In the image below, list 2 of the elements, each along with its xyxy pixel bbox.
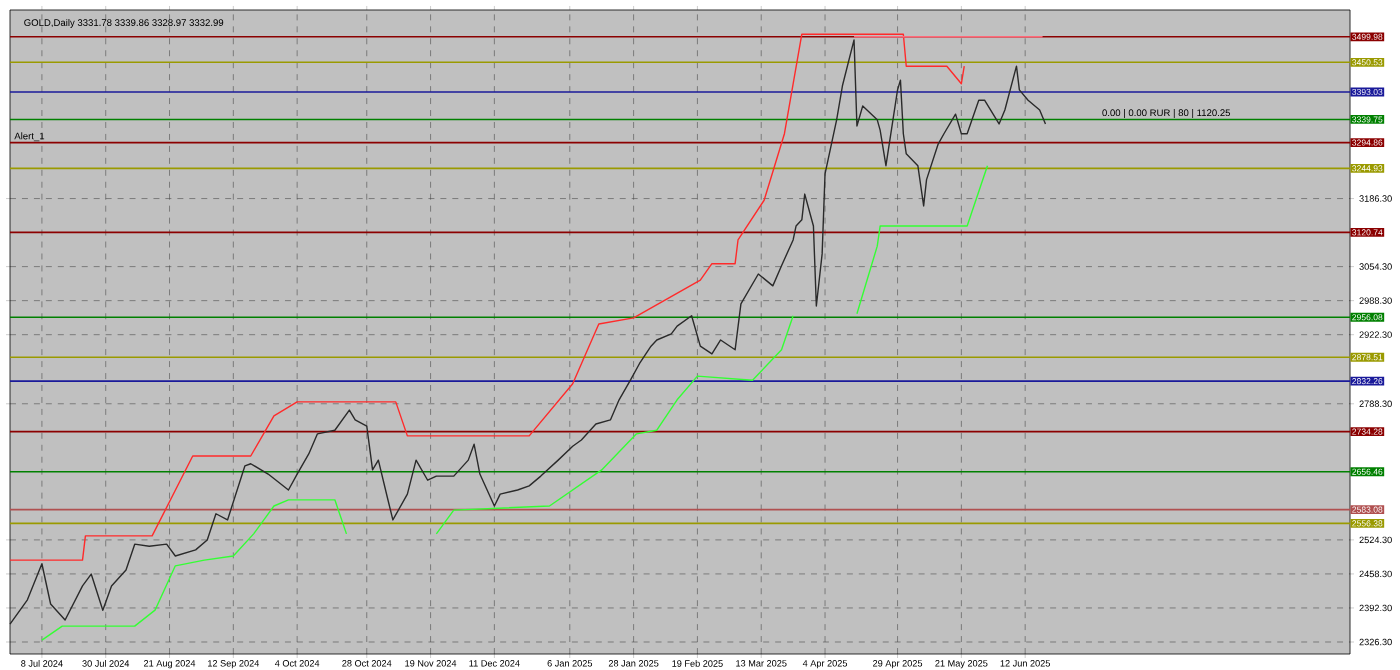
line-series	[9, 39, 1047, 625]
line-series	[9, 33, 965, 561]
